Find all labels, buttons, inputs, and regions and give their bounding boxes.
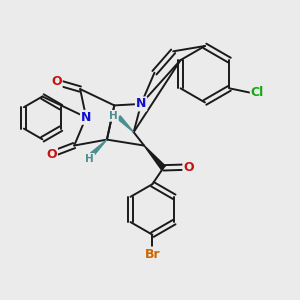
Polygon shape — [91, 140, 107, 156]
Text: Br: Br — [145, 248, 160, 260]
Polygon shape — [117, 116, 134, 132]
Text: Cl: Cl — [251, 86, 264, 99]
Text: N: N — [136, 98, 146, 110]
Text: H: H — [109, 111, 118, 121]
Text: O: O — [46, 148, 57, 161]
Polygon shape — [144, 146, 165, 170]
Text: H: H — [85, 154, 94, 164]
Text: O: O — [51, 75, 62, 88]
Text: O: O — [183, 161, 194, 174]
Text: N: N — [81, 111, 91, 124]
